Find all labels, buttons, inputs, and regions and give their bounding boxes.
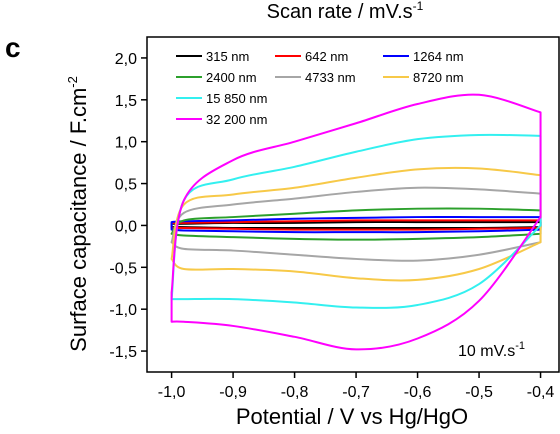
- legend-label: 8720 nm: [413, 70, 464, 85]
- x-tick-label: -0,7: [342, 384, 370, 401]
- y-tick-label: -0,5: [109, 260, 137, 277]
- series-line-8720-nm: [170, 166, 542, 282]
- x-tick-label: -0,5: [465, 384, 493, 401]
- y-tick-label: 0,0: [115, 218, 137, 235]
- x-tick-label: -0,9: [219, 384, 247, 401]
- series-line-2400-nm: [170, 207, 542, 241]
- x-tick-label: -0,4: [527, 384, 555, 401]
- legend-label: 4733 nm: [305, 70, 356, 85]
- x-tick-label: -1,0: [158, 384, 186, 401]
- y-tick-label: -1,0: [109, 302, 137, 319]
- x-tick-label: -0,6: [404, 384, 432, 401]
- legend: 315 nm 642 nm 1264 nm 2400 nm 4733 nm 8720 nm…: [176, 49, 464, 127]
- y-tick-label: 1,0: [115, 135, 137, 152]
- legend-label: 1264 nm: [413, 49, 464, 64]
- series-group: [170, 93, 542, 351]
- top-title-sup: -1: [413, 0, 424, 13]
- panel-letter: c: [5, 32, 21, 63]
- scan-rate-annotation-sup: -1: [515, 340, 525, 352]
- y-tick-label: 1,5: [115, 93, 137, 110]
- legend-label: 2400 nm: [206, 70, 257, 85]
- legend-label: 32 200 nm: [206, 112, 267, 127]
- scan-rate-annotation: 10 mV.s-1: [458, 340, 525, 360]
- series-line-32-200-nm: [170, 93, 542, 351]
- legend-label: 315 nm: [206, 49, 249, 64]
- y-axis-label-sup: -2: [65, 76, 80, 88]
- x-tick-label: -0,8: [281, 384, 309, 401]
- plot-frame: [146, 36, 560, 373]
- y-tick-label: 0,5: [115, 177, 137, 194]
- legend-label: 642 nm: [305, 49, 348, 64]
- x-axis-label: Potential / V vs Hg/HgO: [236, 404, 468, 429]
- top-title: Scan rate / mV.s-1: [267, 0, 424, 23]
- y-tick-label: 2,0: [115, 51, 137, 68]
- y-tick-label: -1,5: [109, 344, 137, 361]
- axis-ticks: -1,0 -0,9 -0,8 -0,7 -0,6 -0,5 -0,4 -1,5 -1,0 -0,5…: [109, 51, 554, 401]
- y-axis-label: Surface capacitance / F.cm-2: [65, 76, 91, 352]
- legend-label: 15 850 nm: [206, 91, 267, 106]
- series-line-4733-nm: [170, 186, 542, 262]
